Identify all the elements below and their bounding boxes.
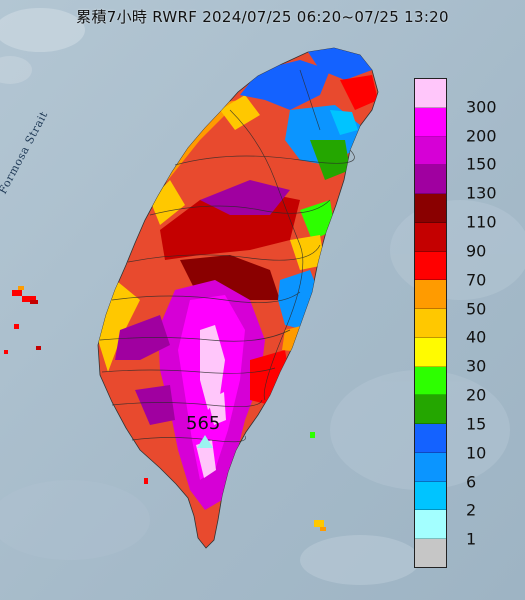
legend-swatch	[415, 337, 446, 367]
legend-swatch	[415, 366, 446, 396]
legend-labels: 300 200 150 130 110 90 70 50 40 30 20 15 10 6 2 1	[452, 78, 512, 568]
legend-swatch	[415, 194, 446, 223]
legend-label: 150	[466, 154, 497, 174]
legend-label: 70	[466, 270, 487, 290]
legend-swatch	[415, 280, 446, 310]
legend-label: 10	[466, 443, 487, 463]
legend-label: 50	[466, 299, 487, 319]
legend-label: 1	[466, 529, 477, 549]
legend-label: 90	[466, 241, 487, 261]
cloud-texture	[0, 8, 525, 585]
legend-label: 6	[466, 472, 477, 492]
offshore-patches	[4, 286, 326, 531]
map-title: 累積7小時 RWRF 2024/07/25 06:20~07/25 13:20	[76, 8, 449, 26]
legend-swatch	[415, 539, 446, 568]
legend-swatch	[415, 107, 446, 137]
legend-label: 300	[466, 97, 497, 117]
max-rainfall-value: 565	[186, 413, 221, 434]
legend-label: 20	[466, 385, 487, 405]
legend-swatch	[415, 136, 446, 166]
color-legend	[414, 78, 447, 568]
legend-swatch	[415, 251, 446, 281]
legend-label: 2	[466, 500, 477, 520]
legend-swatch	[415, 165, 446, 195]
legend-label: 40	[466, 327, 487, 347]
legend-swatch	[415, 424, 446, 453]
legend-label: 110	[466, 212, 497, 232]
legend-label: 200	[466, 126, 497, 146]
legend-swatch	[415, 452, 446, 482]
max-location-marker	[197, 435, 213, 448]
county-boundaries	[99, 69, 355, 443]
legend-swatch	[415, 510, 446, 540]
legend-swatch	[415, 481, 446, 511]
legend-swatch	[415, 79, 446, 108]
legend-swatch	[415, 222, 446, 252]
legend-swatch	[415, 309, 446, 338]
legend-label: 15	[466, 414, 487, 434]
legend-label: 130	[466, 183, 497, 203]
legend-swatch	[415, 395, 446, 425]
legend-label: 30	[466, 356, 487, 376]
